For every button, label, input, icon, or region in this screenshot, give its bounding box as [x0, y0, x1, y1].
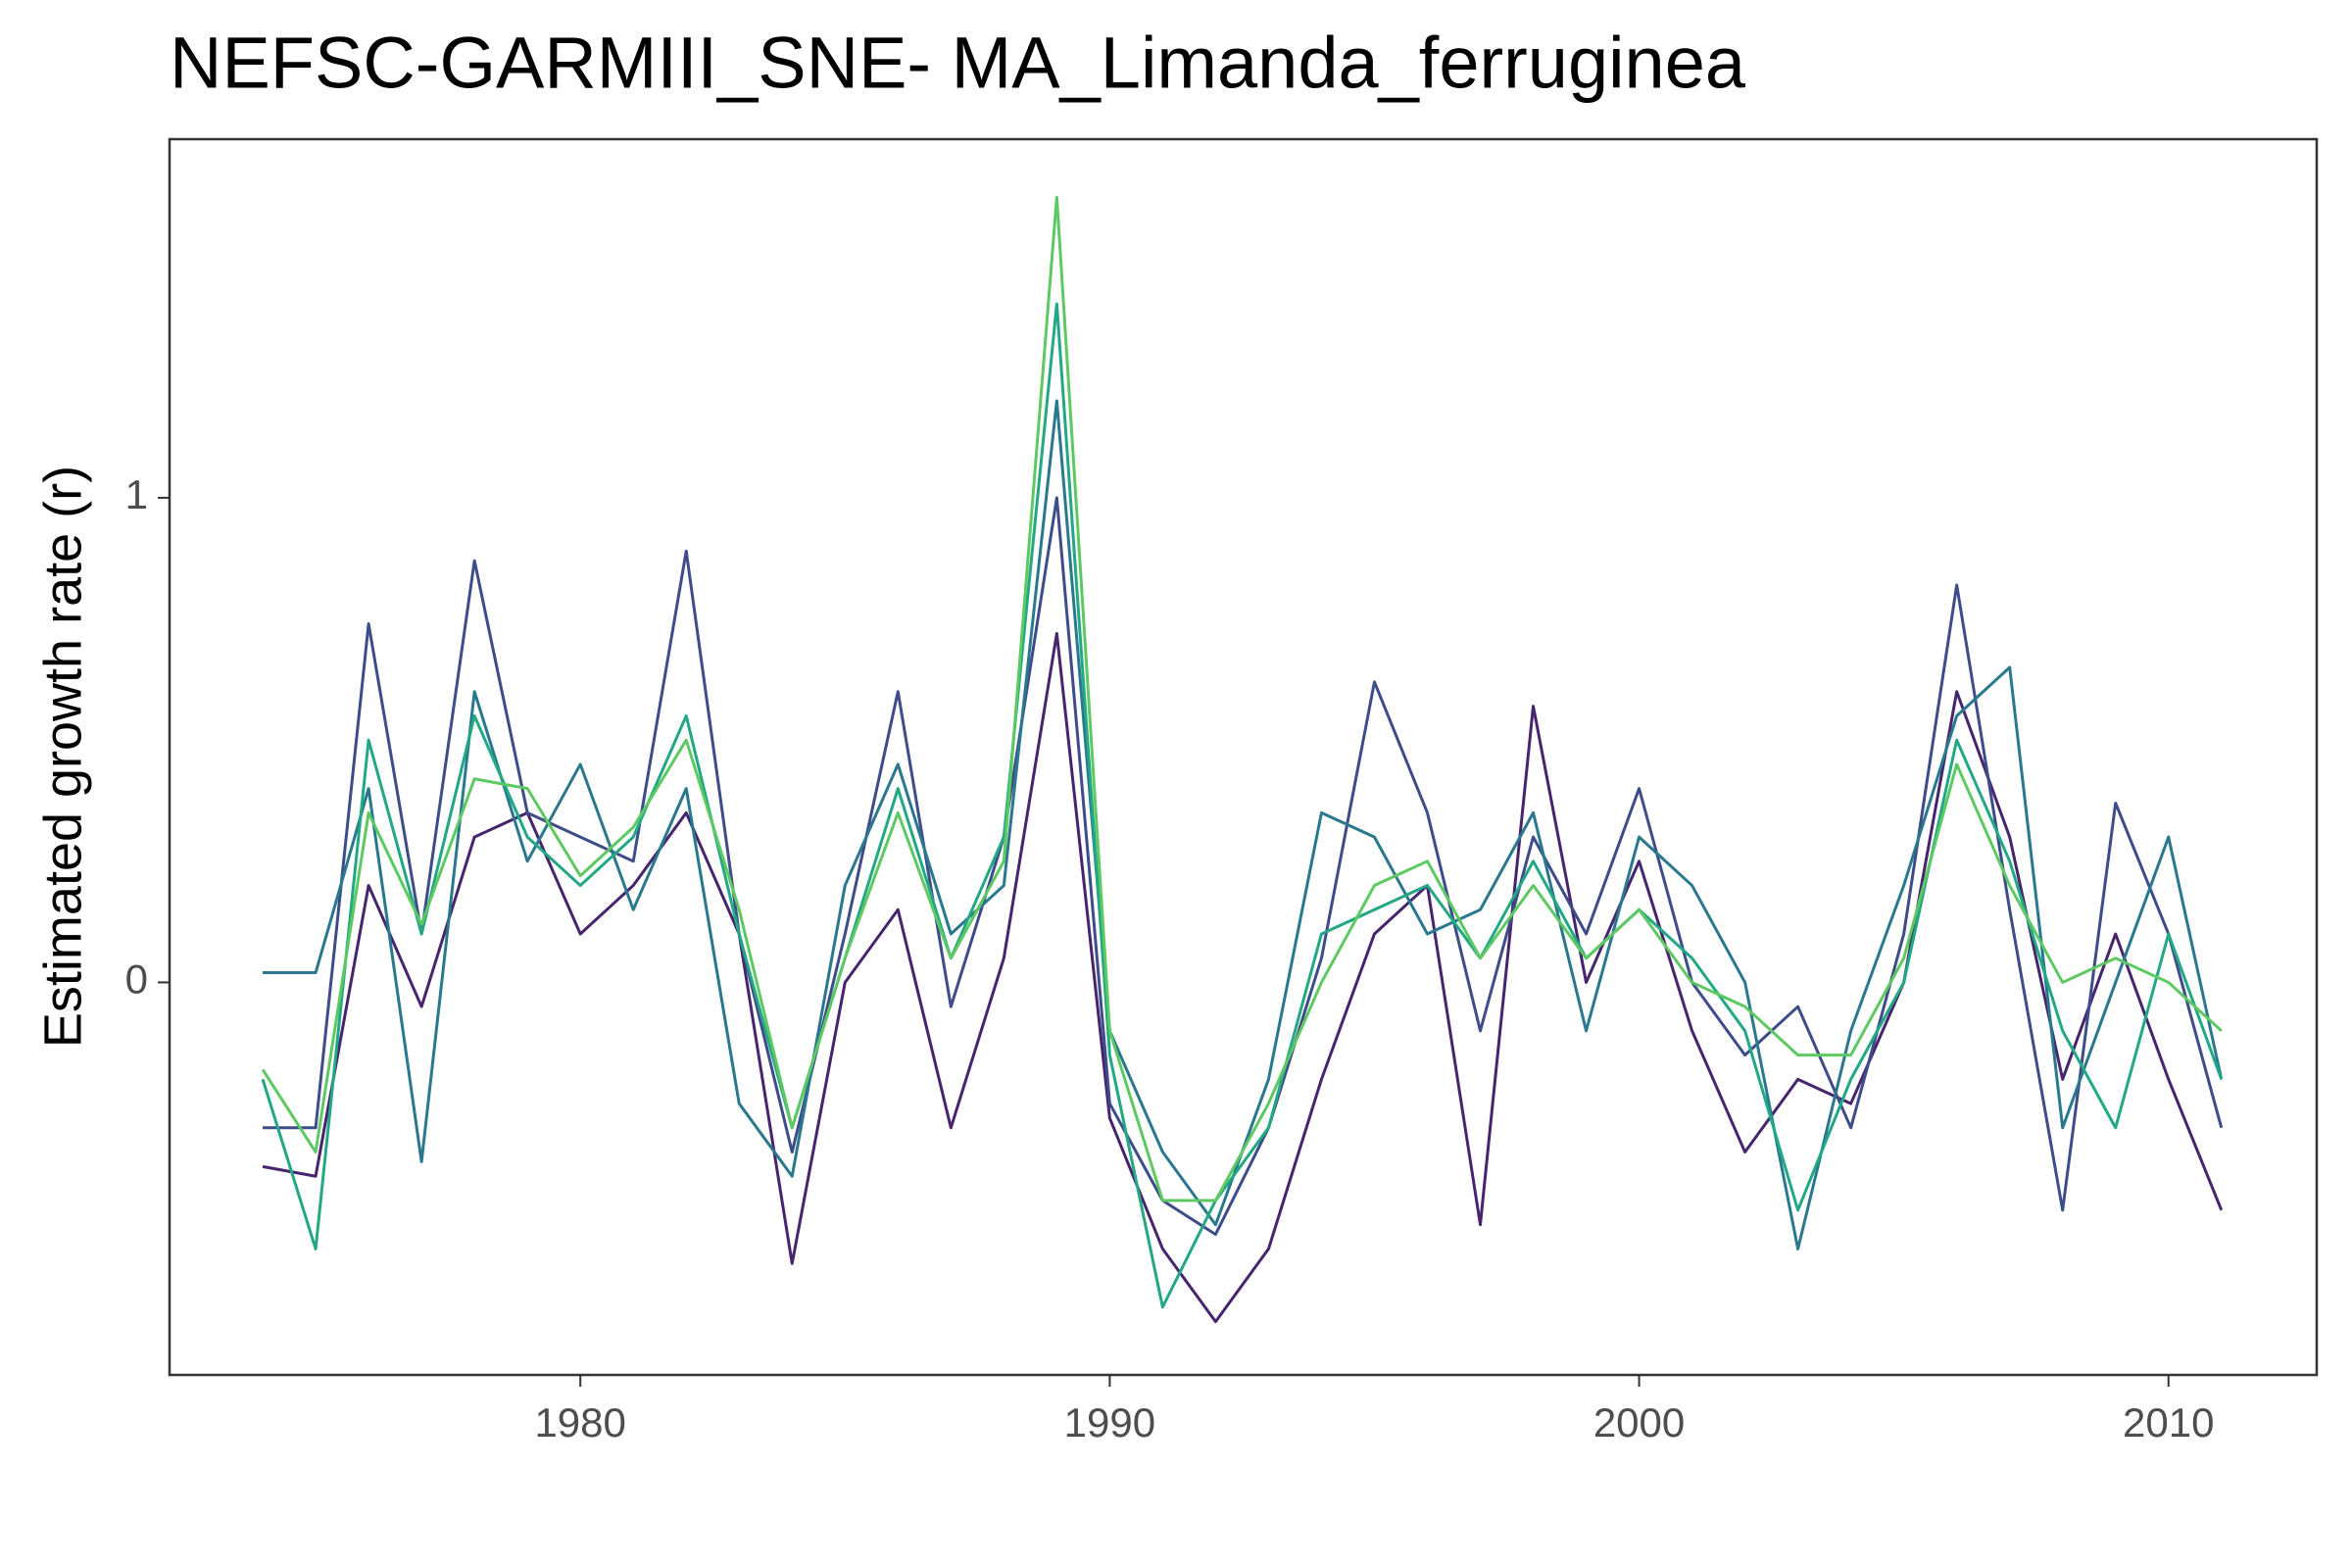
y-axis-label: Estimated growth rate (r)	[33, 466, 92, 1048]
series-line	[263, 496, 2224, 1237]
series-line	[261, 302, 2224, 1309]
x-tick-label: 1980	[534, 1399, 625, 1446]
series-line	[262, 631, 2224, 1324]
y-tick-label: 1	[125, 471, 148, 517]
series-line	[261, 195, 2223, 1202]
x-tick-label: 2000	[1593, 1399, 1685, 1446]
y-tick-label: 0	[125, 956, 148, 1003]
x-tick-label: 1990	[1064, 1399, 1155, 1446]
x-tick-label: 2010	[2123, 1399, 2214, 1446]
plot-frame	[168, 137, 2319, 1377]
chart-title: NEFSC-GARMIII_SNE- MA_Limanda_ferruginea	[170, 23, 1746, 104]
